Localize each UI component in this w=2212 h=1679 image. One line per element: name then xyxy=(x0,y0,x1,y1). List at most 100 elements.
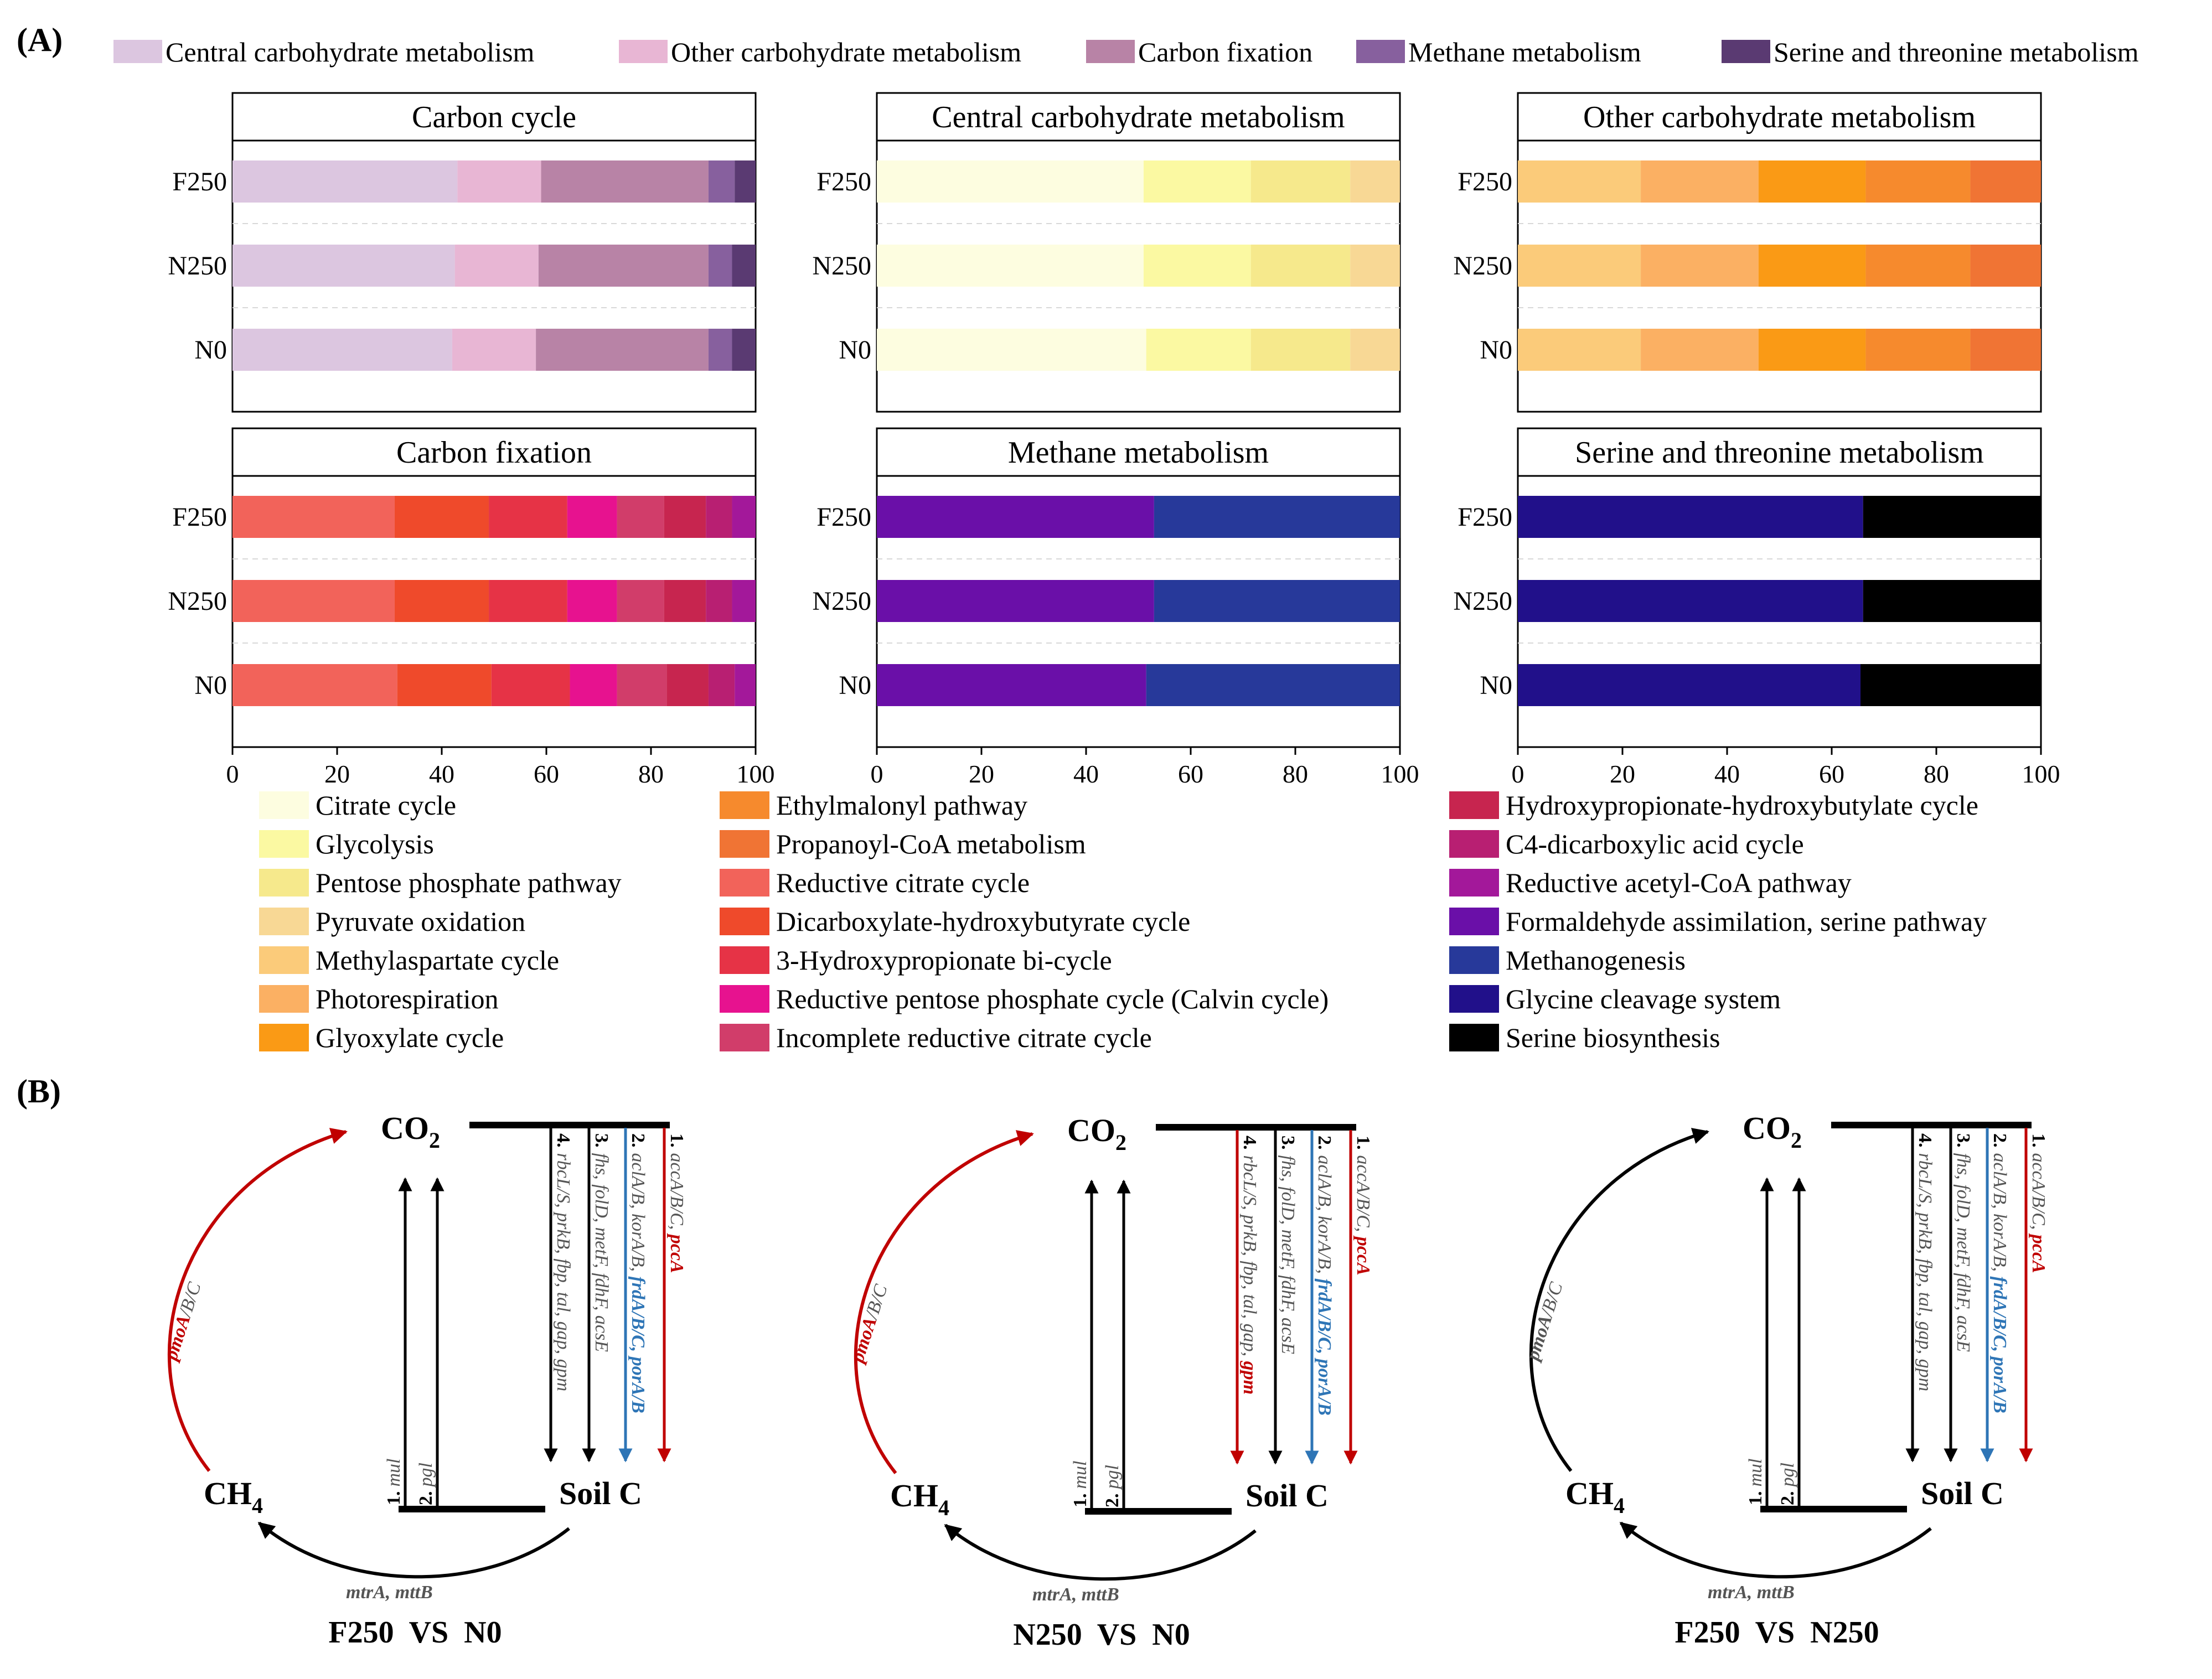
fixation-path-label-3: 3. fhs, folD, metF, fdhF, acsE xyxy=(1278,1136,1298,1354)
fixation-path-label-4: 4. rbcL/S, prkB, fbp, tal, gap, gpm xyxy=(553,1133,573,1391)
x-tick-label: 20 xyxy=(324,760,350,788)
y-tick-label: F250 xyxy=(1458,502,1512,532)
fixation-path-number: 2. xyxy=(628,1133,648,1148)
panel-title: Methane metabolism xyxy=(1008,436,1269,470)
fixation-path-number: 3. xyxy=(1278,1136,1298,1150)
x-tick-label: 20 xyxy=(969,760,994,788)
fixation-path-label-4: 4. rbcL/S, prkB, fbp, tal, gap, gpm xyxy=(1915,1133,1935,1391)
panel-central-carbohydrate-metabolism: Central carbohydrate metabolismF250N250N… xyxy=(812,93,1400,412)
bar-segment xyxy=(1970,160,2041,203)
fixation-gene-text: rbcL/S, prkB, fbp, tal, gap, gpm xyxy=(553,1153,573,1392)
panel-b-label: (B) xyxy=(17,1073,61,1110)
bar-segment xyxy=(541,160,709,203)
pathway-legend-swatch xyxy=(259,791,309,819)
panel-a-label: (A) xyxy=(17,22,63,58)
co2-node: CO2 xyxy=(381,1110,440,1153)
co2-subscript: 2 xyxy=(1791,1128,1802,1153)
bar-segment xyxy=(709,329,732,371)
bar-segment xyxy=(1518,160,1641,203)
bar-segment xyxy=(567,580,617,622)
y-tick-label: F250 xyxy=(1458,167,1512,196)
pathway-legend-swatch xyxy=(1449,869,1499,896)
pathway-legend-label: Pyruvate oxidation xyxy=(316,906,525,937)
bar-segment xyxy=(457,160,541,203)
bar-segment xyxy=(1144,245,1251,287)
release-path-label-1: 1. mul xyxy=(1745,1459,1766,1506)
fixation-path-number: 3. xyxy=(591,1133,612,1148)
top-legend-label: Central carbohydrate metabolism xyxy=(166,37,535,68)
fixation-path-label-4: 4. rbcL/S, prkB, fbp, tal, gap, gpm xyxy=(1239,1136,1260,1395)
bar-segment xyxy=(232,580,395,622)
panel-methane-metabolism: Methane metabolismF250N250N00 20 40 60 80 100 xyxy=(812,428,1419,788)
fixation-path-number: 2. xyxy=(1989,1133,2010,1148)
bar-segment xyxy=(1518,329,1641,371)
pathway-legend-label: Formaldehyde assimilation, serine pathwa… xyxy=(1506,906,1987,937)
pathway-legend-swatch xyxy=(1449,985,1499,1013)
diagram-3: CO2 CH4 Soil C pmoA/B/C mtrA, mttB 1. mul 2. pgl… xyxy=(1522,1110,2049,1650)
top-legend-label: Carbon fixation xyxy=(1138,37,1312,68)
ch4-subscript: 4 xyxy=(252,1493,263,1518)
fixation-gene-text: gpm xyxy=(1239,1361,1260,1395)
pathway-legend-swatch xyxy=(259,985,309,1013)
soil-c-node: Soil C xyxy=(1245,1478,1329,1514)
bar-segment xyxy=(395,496,489,538)
x-tick-label: 100 xyxy=(1381,760,1419,788)
panel-title: Carbon fixation xyxy=(396,436,592,470)
bar-segment xyxy=(570,664,617,706)
release-path-label-2: 2.pgl xyxy=(1102,1465,1123,1507)
y-tick-label: N0 xyxy=(1480,671,1512,700)
fixation-gene-text: fhs, folD, metF, fdhF, acsE xyxy=(591,1153,612,1352)
pathway-legend-swatch xyxy=(720,869,769,896)
bar-segment xyxy=(709,160,735,203)
release-path-gene: mul xyxy=(1070,1461,1091,1489)
fixation-path-number: 3. xyxy=(1953,1133,1973,1148)
pathway-legend-label: Methylaspartate cycle xyxy=(316,945,559,976)
panel-carbon-cycle: Carbon cycle F250 N250 N0 xyxy=(168,93,756,412)
co2-subscript: 2 xyxy=(429,1128,440,1153)
comparison-label: F250 VS N0 xyxy=(328,1615,502,1650)
comparison-label: F250 VS N250 xyxy=(1674,1615,1879,1650)
pathway-legend-label: Glycolysis xyxy=(316,828,434,859)
bar-segment xyxy=(1251,160,1351,203)
bar-segment xyxy=(1350,329,1400,371)
ch4-subscript: 4 xyxy=(1614,1493,1625,1518)
fixation-gene-text: accA/B/C, xyxy=(666,1153,687,1235)
pathway-legend-swatch xyxy=(1449,791,1499,819)
top-legend-swatch xyxy=(1356,40,1405,63)
fixation-path-number: 4. xyxy=(553,1133,573,1148)
panel-title: Serine and threonine metabolism xyxy=(1575,436,1984,470)
fixation-path-label-2: 2. aclA/B, korA/B, frdA/B/C, porA/B xyxy=(1989,1133,2010,1413)
bar-segment xyxy=(1863,580,2041,622)
bar-segment xyxy=(1863,496,2041,538)
bar-segment xyxy=(1970,245,2041,287)
pathway-legend-swatch xyxy=(1449,1024,1499,1051)
fixation-gene-text: frdA/B/C, porA/B xyxy=(628,1276,648,1413)
y-tick-label: N250 xyxy=(168,587,227,616)
fixation-path-label-2: 2. aclA/B, korA/B, frdA/B/C, porA/B xyxy=(628,1133,648,1413)
bar-segment xyxy=(455,245,539,287)
bar-segment xyxy=(877,329,1146,371)
y-tick-label: F250 xyxy=(816,167,871,196)
x-tick-label: 100 xyxy=(2022,760,2060,788)
bar-segment xyxy=(1518,664,1860,706)
x-tick-label: 40 xyxy=(429,760,454,788)
methanogenesis-genes: mtrA, mttB xyxy=(1032,1584,1119,1605)
fixation-path-label-1: 1.accA/B/C, pccA xyxy=(1353,1136,1373,1276)
bar-segment xyxy=(232,329,452,371)
ch4-subscript: 4 xyxy=(938,1495,949,1520)
bar-segment xyxy=(1970,329,2041,371)
pathway-legend-label: 3-Hydroxypropionate bi-cycle xyxy=(776,945,1112,976)
bar-segment xyxy=(706,580,732,622)
bar-segment xyxy=(664,580,706,622)
pathway-legend-swatch xyxy=(720,985,769,1013)
fixation-gene-text: rbcL/S, prkB, fbp, tal, gap, xyxy=(1239,1155,1260,1361)
methane-oxidation-genes: pmoA/B/C xyxy=(846,1282,891,1366)
pathway-legend-label: Propanoyl-CoA metabolism xyxy=(776,828,1086,859)
release-path-gene: pgl xyxy=(416,1463,436,1488)
release-path-gene: mul xyxy=(384,1459,404,1487)
pathway-legend-label: Glyoxylate cycle xyxy=(316,1022,504,1053)
bar-segment xyxy=(1865,245,1970,287)
bar-segment xyxy=(1146,664,1400,706)
y-tick-label: F250 xyxy=(172,502,227,532)
bar-segment xyxy=(1350,245,1400,287)
